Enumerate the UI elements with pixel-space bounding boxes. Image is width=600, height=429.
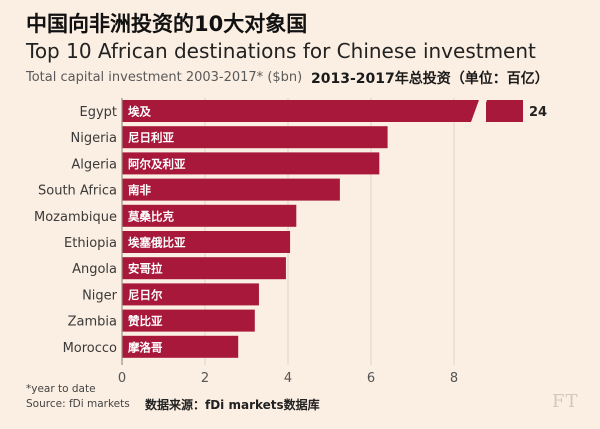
category-label: Algeria [71,157,117,172]
bar [122,257,286,280]
bar [486,100,523,122]
bar [122,309,255,332]
bar [122,178,340,201]
category-label: Nigeria [70,131,117,146]
category-label: Mozambique [34,210,117,225]
bar [122,231,291,253]
category-label: Angola [72,262,117,277]
chart-title-chinese: 中国向非洲投资的10大对象国 [26,12,308,36]
category-label-chinese: 摩洛哥 [128,340,163,354]
x-tick-label: 6 [367,371,375,386]
category-label-chinese: 安哥拉 [128,262,163,276]
footnote: *year to date [26,383,96,395]
category-label-chinese: 南非 [128,183,151,197]
category-label-chinese: 阿尔及利亚 [128,157,186,171]
category-label: Morocco [63,341,117,356]
category-label: Ethiopia [64,236,117,251]
x-tick-label: 4 [284,371,292,386]
source-note: Source: fDi markets [26,398,130,410]
category-label-chinese: 埃塞俄比亚 [128,236,186,250]
chart-subtitle-chinese: 2013-2017年总投资（单位：百亿） [311,71,549,87]
x-tick-label: 8 [450,371,458,386]
bar [122,152,380,175]
category-label-chinese: 尼日利亚 [128,131,174,145]
category-label-chinese: 莫桑比克 [127,209,174,223]
data-label: 24 [529,105,547,120]
ft-logo: FT [552,391,579,412]
axis-break-gap [471,100,487,122]
category-label-chinese: 赞比亚 [127,314,163,328]
category-label: Egypt [79,105,117,120]
category-label: South Africa [38,184,117,199]
category-label-chinese: 埃及 [128,105,151,119]
category-label: Zambia [68,315,117,330]
chart-title: Top 10 African destinations for Chinese … [26,39,536,63]
source-note-chinese: 数据来源：fDi markets数据库 [145,398,320,412]
bar [122,283,259,306]
x-tick-label: 2 [201,371,209,386]
x-tick-label: 0 [118,371,126,386]
category-label: Niger [82,288,118,303]
bar [122,100,480,122]
chart-subtitle: Total capital investment 2003-2017* ($bn… [26,70,303,85]
bar [122,126,388,149]
bar [122,335,239,358]
category-label-chinese: 尼日尔 [128,288,163,302]
bar [122,204,297,227]
